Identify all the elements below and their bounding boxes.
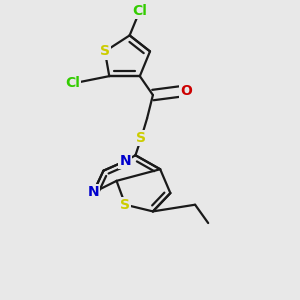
Text: N: N [88,185,99,200]
Text: N: N [119,154,131,168]
Text: S: S [136,131,146,145]
Text: Cl: Cl [65,76,80,90]
Text: S: S [100,44,110,58]
Text: S: S [120,198,130,212]
Text: O: O [180,84,192,98]
Text: Cl: Cl [132,4,147,18]
